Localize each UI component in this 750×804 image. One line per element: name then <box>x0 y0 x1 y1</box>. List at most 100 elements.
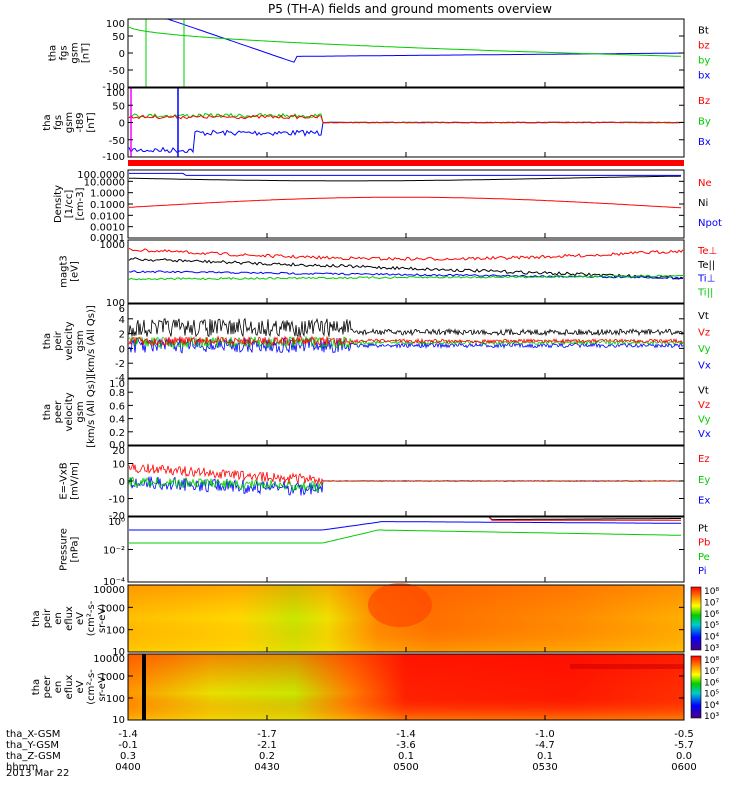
y-tick-label: 100.0000 <box>77 170 125 181</box>
legend-bz: bz <box>698 41 710 52</box>
panel-5: 64 2 0 -2 -4 tha peir velocity gsm [km/s (All Qs)… <box>42 303 711 384</box>
legend-vy: Vy <box>698 414 711 425</box>
traces <box>129 517 681 544</box>
data-gap-bar <box>142 654 146 720</box>
y-tick-label: 100 <box>106 626 125 637</box>
legend-pe: Pe <box>698 552 710 563</box>
colorbar-tick-label: 10⁸ <box>704 587 719 597</box>
series-bx <box>128 121 683 154</box>
y-axis-label: tha <box>42 404 53 420</box>
y-tick-label: 4 <box>119 315 125 326</box>
panel-8: 10⁰ 10⁻² 10⁻⁴ Pressure [nPa] Pt Pb Pe Pi <box>59 516 710 588</box>
x-tick-label: 0600 <box>671 762 696 773</box>
legend-ne: Ne <box>698 178 712 189</box>
y-tick-label: 10000 <box>93 654 125 665</box>
series-ez <box>128 462 684 486</box>
legend-by: By <box>698 116 711 127</box>
y-axis-label: [nT] <box>81 43 92 63</box>
y-tick-label: -4 <box>115 373 125 384</box>
y-tick-label: 0.0010 <box>90 223 125 234</box>
x-tick-label: -1.4 <box>396 729 416 740</box>
y-axis-label: -t89 <box>75 112 86 132</box>
x-tick-label: 0430 <box>254 762 279 773</box>
legend-ni: Ni <box>698 198 708 209</box>
y-tick-label: 1.0 <box>109 379 125 390</box>
y-tick-label: 50 <box>112 32 125 43</box>
legend-ti||: Ti|| <box>697 287 713 298</box>
y-tick-label: 0 <box>119 119 125 130</box>
series-pt <box>129 517 681 521</box>
series-ti-par <box>128 274 683 281</box>
legend-by: by <box>698 56 710 67</box>
spectrogram-shading <box>128 654 684 720</box>
x-tick-label: 0.0 <box>676 751 692 762</box>
series-vz <box>128 335 684 347</box>
y-tick-label: 10⁻² <box>103 546 125 557</box>
y-axis-label: velocity <box>64 392 75 431</box>
traces <box>128 172 682 209</box>
colorbar-tick-label: 10⁵ <box>704 690 719 700</box>
x-tick-label: -2.1 <box>257 740 277 751</box>
y-axis-label: [km/s (All Qs)] <box>86 305 97 377</box>
legend-te||: Te|| <box>697 260 715 271</box>
traces <box>128 88 684 157</box>
y-tick-label: -100 <box>102 82 125 93</box>
series-pi <box>129 521 681 531</box>
traces <box>128 317 684 354</box>
legend-vz: Vz <box>698 400 710 411</box>
y-axis-label: sr-eV) <box>97 604 108 633</box>
y-tick-label: 10⁰ <box>108 517 125 528</box>
y-axis-label: [cm-3] <box>75 187 86 220</box>
colorbar-tick-label: 10⁸ <box>704 656 719 666</box>
y-axis-label: magt3 <box>59 255 70 288</box>
y-axis-label: (cm²-s- <box>86 600 97 636</box>
legend-vt: Vt <box>698 385 709 396</box>
x-tick-label: 0.1 <box>537 751 553 762</box>
x-tick-label: 0.3 <box>120 751 136 762</box>
y-tick-label: -50 <box>109 66 125 77</box>
x-tick-label: 0400 <box>115 762 140 773</box>
legend-ey: Ey <box>698 475 710 486</box>
y-axis-label: tha <box>48 45 59 61</box>
y-axis-label: [mV/m] <box>70 462 81 500</box>
separator-bar <box>128 160 684 166</box>
y-axis-label: tha <box>42 333 53 349</box>
x-tick-label: -1.4 <box>118 729 138 740</box>
y-tick-label: 6 <box>119 304 125 315</box>
y-axis-label: eV <box>75 680 86 693</box>
series-te-perp <box>128 247 684 261</box>
y-tick-label: 10 <box>112 647 125 658</box>
colorbar-tick-label: 10⁵ <box>704 621 719 631</box>
y-tick-label: 100 <box>106 19 125 30</box>
chart-title: P5 (TH-A) fields and ground moments over… <box>268 2 552 16</box>
series-pb <box>129 517 681 521</box>
y-axis-label: fgs <box>59 45 70 60</box>
y-axis-label: tha <box>42 114 53 130</box>
legend-ti⊥: Ti⊥ <box>697 274 715 285</box>
y-tick-label: 0.0100 <box>90 211 125 222</box>
y-tick-label: 1000 <box>100 672 125 683</box>
y-axis-label: peer <box>53 400 64 424</box>
y-tick-label: 1000 <box>100 603 125 614</box>
legend-vy: Vy <box>698 344 711 355</box>
traces <box>128 247 684 281</box>
y-axis-label: gsm <box>64 112 75 133</box>
panel-frame <box>127 516 685 583</box>
series-pe <box>129 529 681 544</box>
legend-bx: bx <box>698 71 710 82</box>
colorbar-tick-label: 10⁶ <box>704 678 719 688</box>
series-by <box>128 26 682 57</box>
y-tick-label: 100 <box>106 694 125 705</box>
y-tick-label: 0 <box>119 49 125 60</box>
x-tick-label: -1.7 <box>257 729 277 740</box>
panel-6: 1.00.8 0.6 0.4 0.20.0 tha peer velocity gsm [km/… <box>42 376 711 451</box>
series-vx <box>128 337 684 354</box>
y-tick-label: 0.4 <box>109 415 125 426</box>
panel-2: 100 50 0 -50 -100 tha fgs gsm -t89 [nT] Bz By Bx <box>42 87 711 163</box>
y-axis-label: peir <box>53 330 64 350</box>
y-axis-label: peer <box>42 675 53 699</box>
